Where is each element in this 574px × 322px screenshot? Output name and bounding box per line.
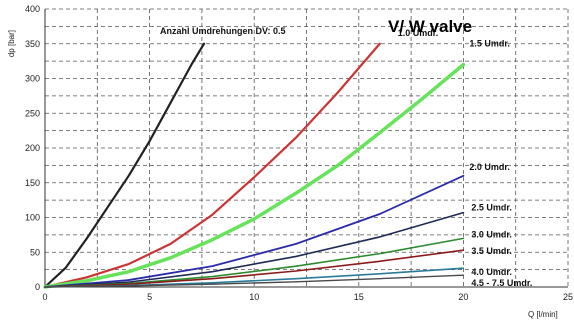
x-tick-label: 15 — [354, 292, 364, 302]
series-label: 3.5 Umdr. — [471, 246, 512, 256]
series-label: 4.5 - 7.5 Umdr. — [471, 278, 532, 288]
series-line — [44, 274, 465, 288]
series-label: 2.5 Umdr. — [471, 203, 512, 213]
y-tick-label: 50 — [30, 247, 40, 257]
series-label: Anzahl Umdrehungen DV: 0.5 — [160, 26, 286, 36]
grid — [45, 8, 569, 287]
series-label: 4.0 Umdr. — [471, 267, 512, 277]
series-line — [43, 42, 381, 289]
series-line — [43, 62, 466, 289]
x-axis-label: Q [l/min] — [528, 310, 558, 319]
series-line — [44, 174, 465, 288]
series-line — [44, 249, 465, 288]
x-tick-label: 5 — [147, 292, 152, 302]
series-group — [43, 42, 466, 289]
series-label: 2.0 Umdr. — [469, 162, 510, 172]
y-tick-label: 400 — [25, 4, 40, 14]
y-axis-label: dp [bar] — [7, 30, 16, 57]
series-label: 1.0 Umdr. — [398, 28, 439, 38]
y-tick-label: 200 — [25, 143, 40, 153]
series-line — [43, 42, 206, 289]
y-tick-label: 350 — [25, 39, 40, 49]
y-tick-label: 300 — [25, 74, 40, 84]
series-line — [44, 211, 465, 288]
y-tick-label: 150 — [25, 178, 40, 188]
series-label: 1.5 Umdr. — [469, 39, 510, 49]
x-tick-label: 20 — [458, 292, 468, 302]
y-tick-label: 250 — [25, 108, 40, 118]
series-labels: Anzahl Umdrehungen DV: 0.5 1.0 Umdr. 1.5 U… — [160, 26, 532, 288]
series-label: 3.0 Umdr. — [471, 229, 512, 239]
y-tick-label: 0 — [35, 282, 40, 292]
y-tick-label: 100 — [25, 213, 40, 223]
x-tick-label: 25 — [563, 292, 573, 302]
x-tick-label: 10 — [249, 292, 259, 302]
chart-title: V/ W valve — [388, 17, 472, 36]
x-tick-label: 0 — [42, 292, 47, 302]
